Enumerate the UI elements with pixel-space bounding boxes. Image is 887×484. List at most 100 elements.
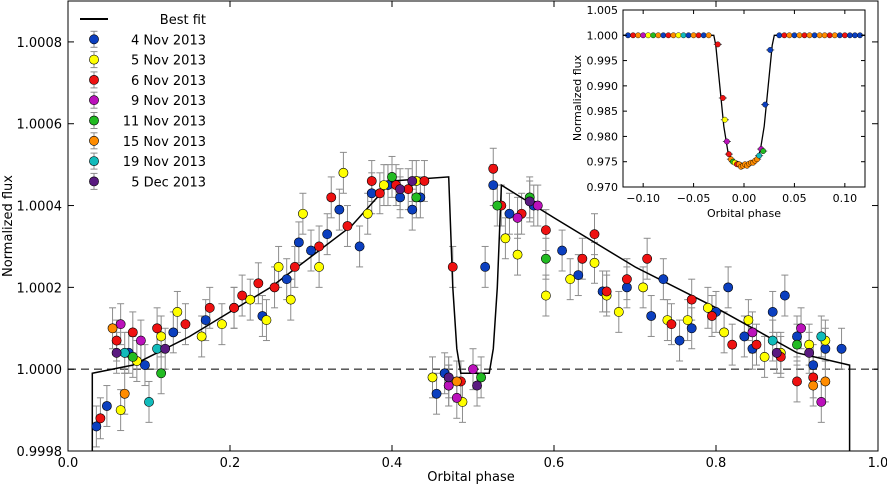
data-point-series-2 [152, 323, 162, 334]
y-tick-label: 0.9998 [17, 445, 63, 460]
data-point-series-7 [771, 347, 782, 358]
data-point-series-2 [707, 311, 717, 321]
data-point-series-1 [115, 405, 126, 415]
legend: Best fit 4 Nov 2013 5 Nov 2013 6 Nov 2013 9 … [80, 13, 206, 190]
data-point-series-1 [338, 167, 349, 178]
x-tick-label: 0.4 [382, 456, 403, 471]
data-point-series-5 [808, 380, 819, 391]
legend-label-series-3: 9 Nov 2013 [131, 94, 206, 109]
legend-marker-series-4 [89, 115, 99, 126]
inset-x-ticks: −0.10 −0.05 0.00 0.05 0.10 [626, 10, 857, 205]
data-point-series-0 [395, 192, 405, 203]
data-point-series-1 [682, 315, 693, 325]
data-point-series-1 [245, 294, 256, 305]
data-point-series-2 [366, 176, 377, 186]
inset-data-point [650, 32, 657, 39]
legend-label-series-5: 15 Nov 2013 [123, 135, 206, 150]
inset-data-point [760, 148, 767, 154]
data-point-series-1 [172, 307, 183, 317]
inset-data-point [705, 32, 712, 39]
data-point-series-2 [127, 327, 138, 338]
data-point-series-1 [216, 319, 227, 330]
inset-data-point [756, 152, 763, 159]
legend-label-series-7: 5 Dec 2013 [131, 175, 206, 190]
data-point-series-2 [326, 192, 337, 203]
data-point-series-2 [622, 274, 632, 285]
inset-y-tick-label: 0.990 [587, 80, 619, 93]
inset-points-layer [625, 32, 863, 170]
inset-data-point [796, 32, 803, 39]
inset-x-tick-label: −0.10 [626, 192, 660, 205]
data-point-series-2 [751, 339, 762, 350]
inset-y-tick-label: 1.005 [587, 4, 619, 17]
data-point-series-0 [674, 335, 685, 346]
inset-data-point [826, 32, 833, 39]
inset-y-tick-label: 1.000 [587, 29, 619, 42]
data-point-series-0 [488, 180, 499, 190]
data-point-series-4 [492, 200, 503, 211]
data-point-series-5 [451, 376, 462, 387]
data-point-series-6 [144, 397, 154, 407]
data-point-series-3 [115, 319, 126, 330]
data-point-series-3 [135, 335, 146, 346]
data-point-series-7 [804, 347, 815, 358]
data-point-series-1 [297, 208, 308, 219]
data-point-series-1 [743, 315, 754, 325]
data-point-series-2 [314, 241, 324, 252]
data-point-series-3 [451, 392, 462, 403]
inset-data-point [841, 32, 848, 39]
data-point-series-0 [622, 282, 632, 293]
data-point-series-7 [443, 372, 454, 383]
inset-data-point [821, 32, 828, 39]
data-point-series-2 [374, 188, 385, 199]
inset-y-tick-label: 0.995 [587, 55, 619, 68]
inset-data-point [645, 32, 652, 39]
data-point-series-2 [488, 163, 499, 174]
data-point-series-7 [160, 343, 171, 354]
inset-data-point [725, 151, 732, 158]
legend-marker-series-6 [89, 156, 99, 166]
data-point-series-5 [820, 376, 831, 387]
inset-x-tick-label: 0.10 [833, 192, 858, 205]
data-point-series-0 [723, 282, 734, 293]
data-point-series-7 [111, 347, 122, 358]
main-plot-frame [67, 0, 879, 452]
inset-data-point [776, 32, 783, 39]
inset-data-point [635, 32, 642, 39]
data-point-series-1 [512, 249, 523, 260]
data-point-series-0 [504, 208, 515, 219]
legend-marker-series-5 [89, 135, 99, 146]
data-point-series-0 [306, 245, 316, 256]
inset-y-tick-label: 0.970 [587, 181, 619, 194]
inset-data-point [670, 32, 677, 39]
legend-label-best-fit: Best fit [160, 13, 206, 28]
data-point-series-1 [565, 274, 576, 285]
data-point-series-0 [91, 421, 102, 432]
data-point-series-5 [119, 388, 130, 399]
data-point-series-2 [342, 221, 353, 231]
inset-y-tick-label: 0.980 [587, 130, 619, 143]
data-point-series-3 [796, 323, 806, 334]
data-point-series-4 [127, 352, 138, 362]
inset-data-point [675, 32, 682, 39]
legend-label-series-2: 6 Nov 2013 [131, 74, 206, 89]
data-point-series-0 [739, 331, 750, 342]
data-point-series-0 [658, 274, 669, 285]
x-tick-label: 0.2 [220, 456, 241, 471]
data-point-series-1 [759, 352, 770, 362]
y-tick-label: 1.0004 [17, 200, 63, 215]
inset-data-point [690, 32, 697, 39]
inset-data-point [762, 101, 769, 108]
data-point-series-7 [524, 196, 535, 207]
data-point-series-3 [747, 327, 758, 338]
inset-data-point [695, 32, 702, 39]
inset-data-point [723, 138, 730, 145]
data-point-series-4 [541, 253, 551, 264]
inset-data-point [721, 116, 728, 123]
data-point-series-2 [269, 282, 280, 293]
data-point-series-2 [577, 253, 588, 264]
data-point-series-0 [686, 323, 697, 334]
data-point-series-2 [601, 286, 612, 297]
data-point-series-2 [204, 302, 215, 313]
